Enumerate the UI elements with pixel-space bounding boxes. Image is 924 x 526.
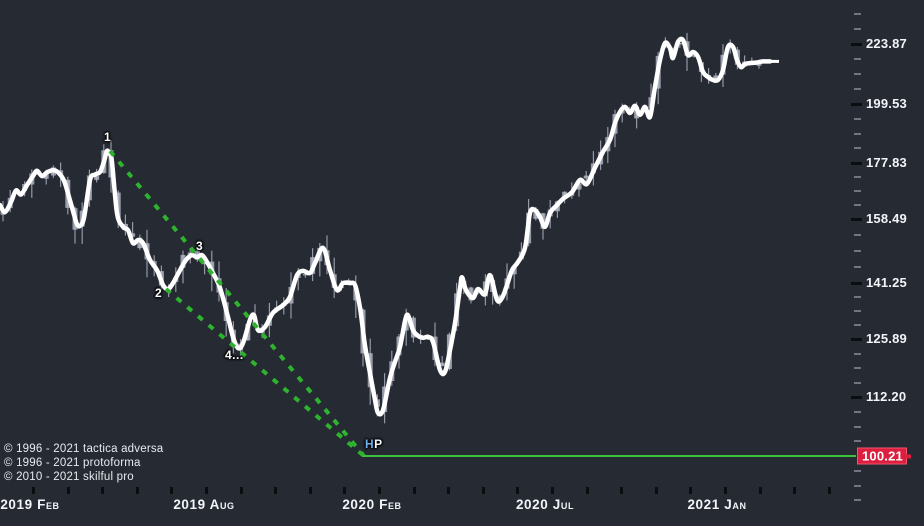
price-tick-minor [854, 204, 861, 206]
date-tick [204, 487, 208, 494]
date-tick [31, 487, 35, 494]
date-tick [343, 487, 347, 494]
copyright-line: © 1996 - 2021 protoforma [4, 457, 141, 469]
price-axis-label: 177.83 [866, 155, 907, 171]
trend-line-1[interactable] [108, 149, 366, 458]
price-tick-minor [854, 381, 861, 384]
price-tick-minor [854, 266, 861, 268]
price-tick-major [851, 103, 862, 106]
date-tick [308, 487, 312, 494]
marker-nub [905, 454, 911, 459]
price-tick-major [851, 338, 862, 341]
date-tick [239, 487, 243, 494]
price-axis-label: 199.53 [866, 96, 907, 112]
price-tick-minor [854, 13, 861, 15]
copyright-line: © 1996 - 2021 tactica adversa [4, 443, 164, 455]
price-tick-minor [854, 367, 861, 369]
price-tick-minor [854, 73, 861, 75]
trend-line-2[interactable] [164, 287, 366, 458]
date-axis-label: 2019 Feb [0, 497, 60, 512]
price-tick-minor [854, 440, 861, 443]
date-tick [585, 487, 589, 494]
price-tick-minor [854, 250, 861, 252]
date-axis-label: 2020 Feb [342, 497, 402, 512]
copyright-line: © 2010 - 2021 skilful pro [4, 471, 134, 483]
price-tick-minor [854, 147, 861, 150]
copyright-block: © 1996 - 2021 tactica adversa © 1996 - 20… [4, 442, 163, 484]
price-axis-label: 223.87 [866, 36, 907, 52]
price-tick-minor [854, 28, 861, 30]
price-tick-minor [854, 117, 861, 120]
price-tick-minor [854, 190, 861, 192]
price-tick-minor [854, 499, 861, 502]
date-tick [481, 487, 485, 494]
price-tick-major [851, 396, 862, 399]
price-axis-label: 158.49 [866, 211, 907, 227]
date-tick [135, 487, 139, 494]
hp-price-marker: 100.21 [857, 447, 911, 465]
price-axis-label: 112.20 [866, 389, 907, 405]
price-axis-label: 141.25 [866, 275, 907, 291]
price-tick-minor [854, 324, 861, 326]
price-tick-minor [854, 176, 861, 178]
price-tick-major [851, 43, 862, 46]
date-tick [66, 487, 70, 494]
hp-price-value: 100.21 [862, 448, 903, 464]
date-tick [689, 487, 693, 494]
price-tick-major [851, 282, 862, 285]
date-axis-label: 2020 Jul [515, 497, 575, 512]
price-tick-minor [854, 58, 861, 60]
price-tick-minor [854, 310, 861, 312]
price-axis-label: 125.89 [866, 331, 907, 347]
price-tick-minor [854, 352, 861, 355]
date-tick [101, 487, 105, 494]
price-tick-major [851, 218, 862, 221]
date-axis-label: 2019 Aug [173, 497, 235, 512]
price-tick-minor [854, 132, 861, 135]
price-tick-minor [854, 234, 861, 236]
date-tick [654, 487, 658, 494]
date-tick [412, 487, 416, 494]
date-tick [447, 487, 451, 494]
date-axis-label: 2021 Jan [687, 497, 747, 512]
date-tick [620, 487, 624, 494]
date-tick [170, 487, 174, 494]
date-tick [793, 487, 797, 494]
price-tick-minor [854, 425, 861, 428]
date-tick [723, 487, 727, 494]
date-tick [516, 487, 520, 494]
date-tick [274, 487, 278, 494]
price-tick-minor [854, 296, 861, 298]
price-tick-major [851, 162, 862, 165]
date-tick [827, 487, 831, 494]
price-tick-minor [854, 469, 861, 472]
price-tick-minor [854, 88, 861, 90]
date-tick [377, 487, 381, 494]
date-tick [550, 487, 554, 494]
ma-line [0, 36, 773, 417]
price-tick-minor [854, 410, 861, 413]
price-tick-minor [854, 484, 861, 487]
date-tick [758, 487, 762, 494]
